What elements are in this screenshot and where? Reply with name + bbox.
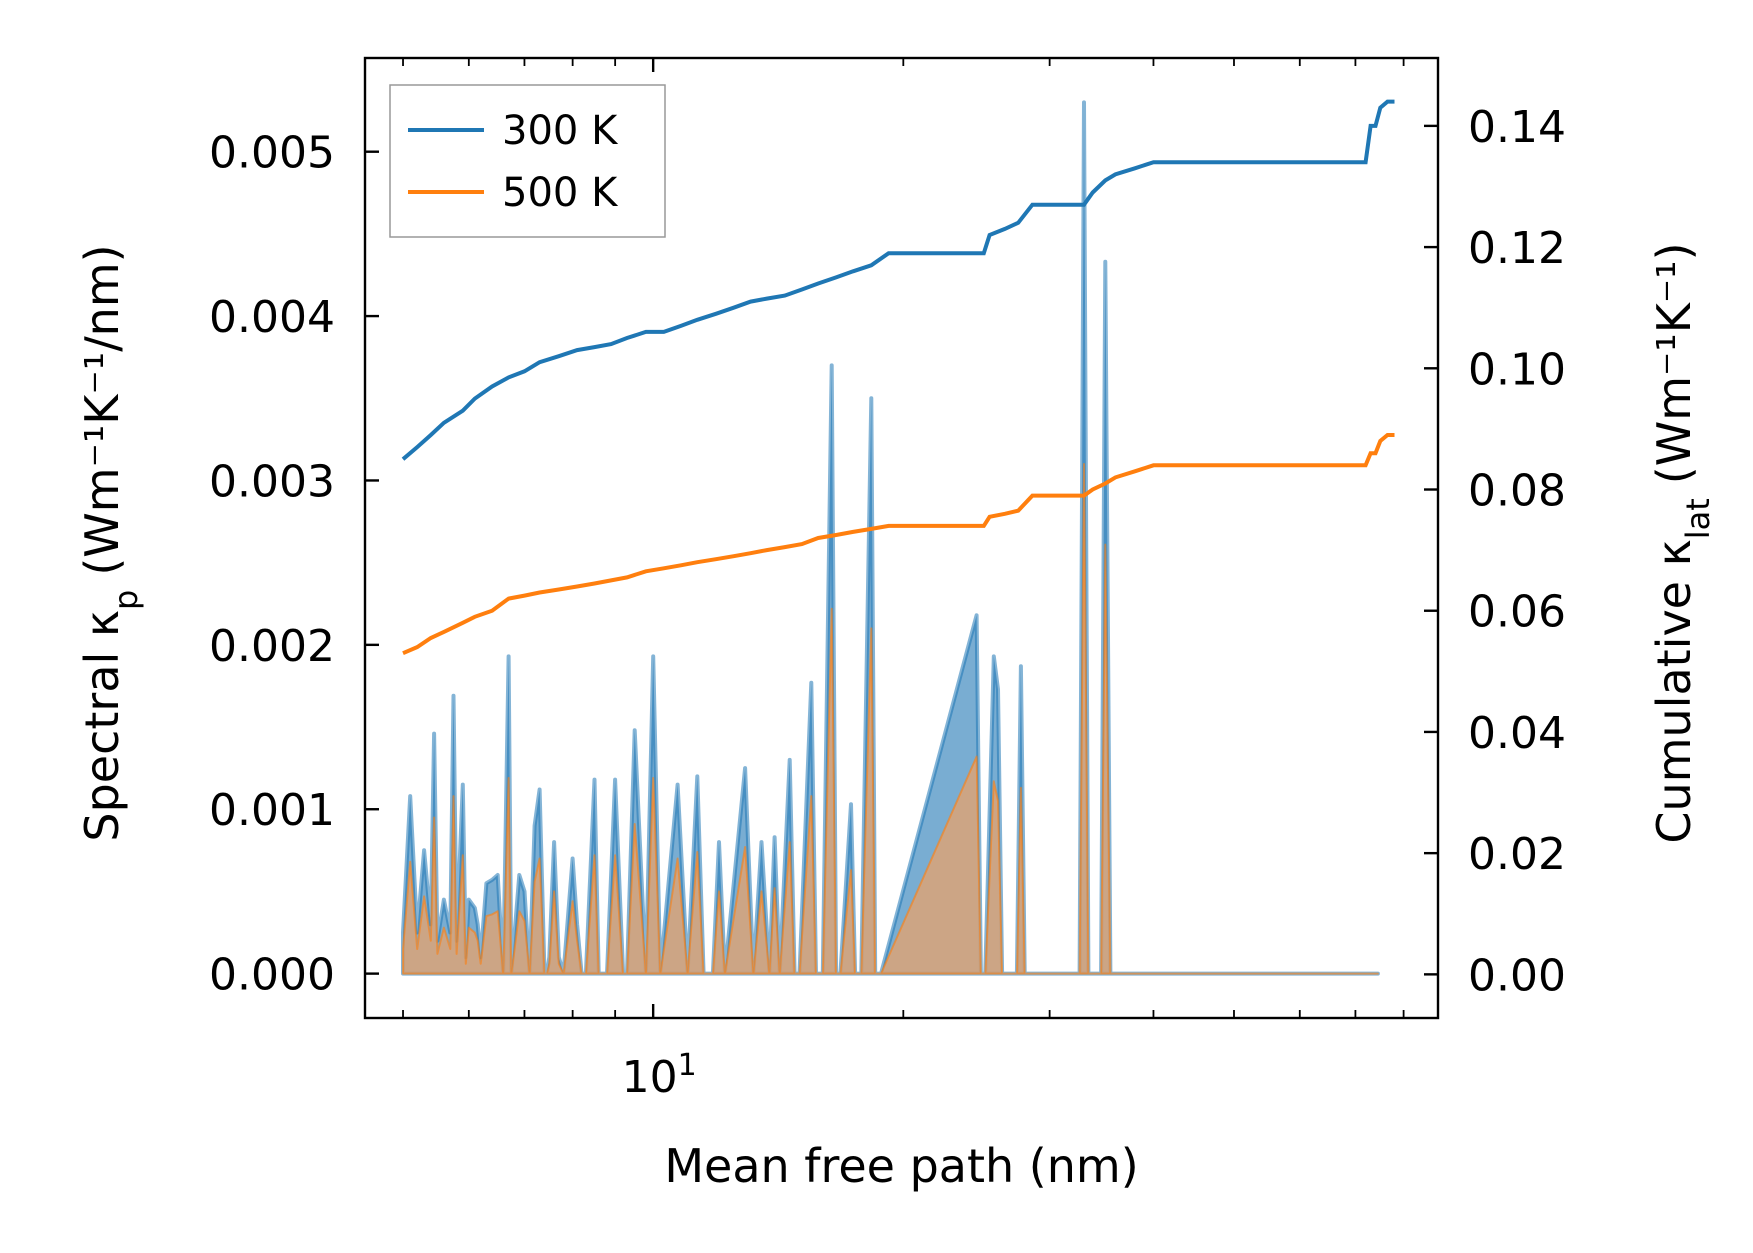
right-tick-label: 0.06: [1468, 587, 1566, 638]
right-tick-label: 0.02: [1468, 829, 1566, 880]
right-tick-label: 0.08: [1468, 466, 1566, 517]
left-tick-label: 0.000: [209, 950, 335, 1001]
spectral-500k-area: [402, 463, 1379, 975]
right-tick-labels: 0.00 0.02 0.04 0.06 0.08 0.10 0.12 0.14: [1468, 102, 1566, 1001]
right-axis-title: Cumulative κlat (Wm⁻¹K⁻¹): [1647, 242, 1717, 843]
legend: 300 K 500 K: [389, 84, 666, 238]
left-tick-label: 0.003: [209, 456, 335, 507]
legend-label-300k: 300 K: [502, 108, 619, 154]
left-tick-labels: 0.000 0.001 0.002 0.003 0.004 0.005: [209, 128, 335, 1001]
cumulative-500k-line: [402, 433, 1395, 656]
left-axis-title-prefix: Spectral κ: [75, 610, 129, 842]
legend-box: [389, 84, 666, 238]
x-tick-exp: 1: [678, 1048, 697, 1083]
left-tick-label: 0.004: [209, 292, 335, 343]
left-axis-title-unit: (Wm⁻¹K⁻¹/nm): [75, 244, 129, 575]
right-tick-label: 0.10: [1468, 344, 1566, 395]
legend-label-500k: 500 K: [502, 170, 619, 216]
right-axis-title-unit: (Wm⁻¹K⁻¹): [1647, 242, 1701, 484]
left-tick-label: 0.005: [209, 128, 335, 179]
right-axis-title-sub: lat: [1679, 498, 1717, 539]
x-axis-title: Mean free path (nm): [664, 1139, 1138, 1193]
plot-area: [401, 99, 1395, 976]
left-tick-label: 0.001: [209, 785, 335, 836]
right-tick-label: 0.00: [1468, 950, 1566, 1001]
left-tick-label: 0.002: [209, 621, 335, 672]
cumulative-300k-line: [401, 99, 1395, 461]
right-tick-label: 0.14: [1468, 102, 1566, 153]
right-tick-label: 0.04: [1468, 708, 1566, 759]
right-axis-title-prefix: Cumulative κ: [1647, 539, 1701, 843]
x-tick-base: 10: [622, 1052, 678, 1103]
right-tick-label: 0.12: [1468, 223, 1566, 274]
axis-ticks: [365, 58, 1438, 1018]
plot-frame: [363, 56, 1440, 1020]
x-tick-label: 101: [622, 1048, 697, 1104]
left-axis-title-sub: p: [107, 590, 145, 610]
left-axis-title: Spectral κp (Wm⁻¹K⁻¹/nm): [75, 244, 145, 841]
